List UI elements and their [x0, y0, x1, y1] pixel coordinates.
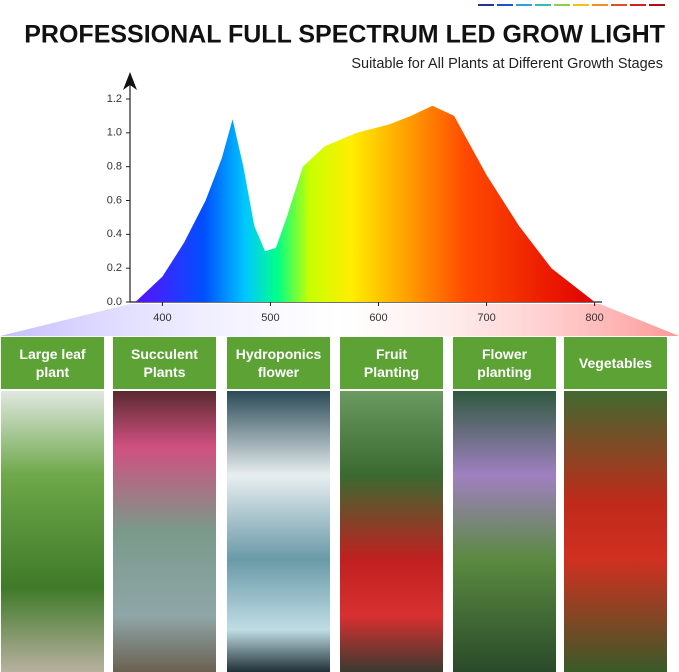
y-arrow	[123, 72, 137, 90]
x-tick-label: 400	[153, 312, 171, 324]
y-tick-label: 1.2	[107, 93, 122, 105]
y-tick-label: 0.0	[107, 296, 122, 308]
tile-photo	[227, 391, 330, 672]
tile-photo	[1, 391, 104, 672]
x-tick-label: 500	[261, 312, 279, 324]
color-bars	[478, 4, 665, 6]
x-tick-label: 600	[369, 312, 387, 324]
y-tick-label: 0.8	[107, 161, 122, 173]
tile-label: Large leaf plant	[1, 337, 104, 389]
tile-photo	[564, 391, 667, 672]
chart-subtitle: Suitable for All Plants at Different Gro…	[351, 56, 663, 72]
y-tick-label: 0.4	[107, 228, 122, 240]
tile-label: Flower planting	[453, 337, 556, 389]
y-tick-label: 1.0	[107, 127, 122, 139]
tile-label: Succulent Plants	[113, 337, 216, 389]
tile: Large leaf plant	[1, 337, 104, 672]
tile-label: Fruit Planting	[340, 337, 443, 389]
tile-photo	[113, 391, 216, 672]
tile: Succulent Plants	[113, 337, 216, 672]
projection	[0, 304, 679, 336]
x-tick-label: 800	[585, 312, 603, 324]
x-tick-label: 700	[477, 312, 495, 324]
tile-label: Hydroponics flower	[227, 337, 330, 389]
tile: Hydroponics flower	[227, 337, 330, 672]
spectrum-area	[135, 105, 595, 302]
y-tick-label: 0.2	[107, 262, 122, 274]
tile: Vegetables	[564, 337, 667, 672]
tile: Flower planting	[453, 337, 556, 672]
chart-title: PROFESSIONAL FULL SPECTRUM LED GROW LIGH…	[24, 21, 665, 49]
tile-photo	[453, 391, 556, 672]
tile-label: Vegetables	[564, 337, 667, 389]
y-tick-label: 0.6	[107, 194, 122, 206]
tile-photo	[340, 391, 443, 672]
tile: Fruit Planting	[340, 337, 443, 672]
